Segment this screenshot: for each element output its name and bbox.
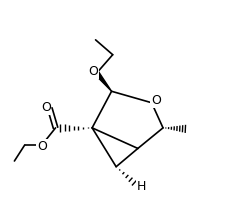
Text: O: O [41,101,50,114]
Text: H: H [136,180,145,193]
Text: O: O [88,65,98,78]
Text: O: O [150,94,160,107]
Text: O: O [37,140,46,153]
Polygon shape [95,72,111,91]
